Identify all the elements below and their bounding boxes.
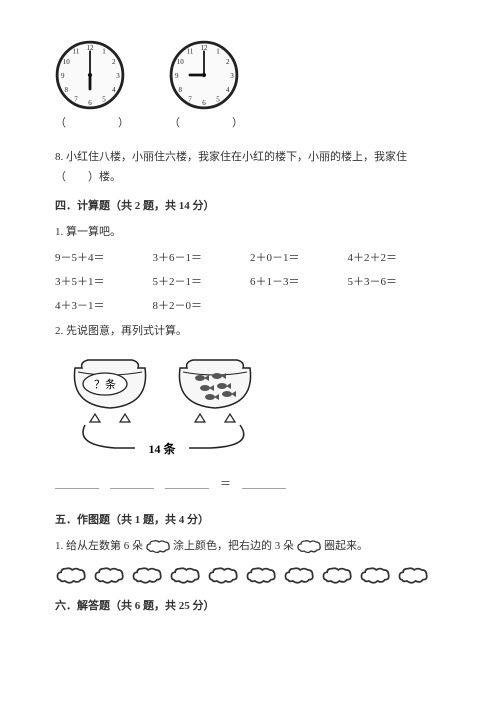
equation: 9－5＋4＝ (55, 249, 153, 269)
svg-text:14 条: 14 条 (148, 441, 176, 456)
equation: 2＋0－1＝ (250, 249, 348, 269)
equation: 6＋1－3＝ (250, 273, 348, 293)
equation: 3＋6－1＝ (153, 249, 251, 269)
cloud (321, 565, 353, 587)
q5-part-c: 圈起来。 (324, 537, 368, 557)
equation: 4＋3－1＝ (55, 297, 153, 317)
svg-text:9: 9 (175, 72, 179, 80)
q5-1: 1. 给从左数第 6 朵 涂上颜色，把右边的 3 朵 圈起来。 (55, 537, 445, 557)
svg-text:7: 7 (74, 96, 78, 104)
cloud (359, 565, 391, 587)
svg-text:6: 6 (202, 99, 206, 107)
clock-2-wrap: 1212 345 678 91011 （ ） (169, 40, 253, 134)
svg-text:6: 6 (88, 99, 92, 107)
svg-text:5: 5 (102, 96, 106, 104)
clock-1-wrap: 1212 345 678 91011 （ ） (55, 40, 139, 134)
equations: 9－5＋4＝3＋6－1＝2＋0－1＝4＋2＋2＝ 3＋5＋1＝5＋2－1＝6＋1－… (55, 249, 445, 316)
cloud-inline-2 (296, 539, 322, 555)
equation: 4＋2＋2＝ (348, 249, 446, 269)
svg-text:1: 1 (216, 47, 220, 55)
svg-text:9: 9 (61, 72, 65, 80)
svg-text:11: 11 (187, 47, 194, 55)
svg-text:3: 3 (116, 72, 120, 80)
svg-text:？条: ？条 (94, 377, 116, 391)
cloud (169, 565, 201, 587)
equation: 8＋2－0＝ (153, 297, 251, 317)
clocks-row: 1212 345 678 91011 （ ） 1212 345 678 9101… (55, 40, 445, 134)
cloud (55, 565, 87, 587)
svg-text:2: 2 (226, 58, 230, 66)
cloud (397, 565, 429, 587)
equation: 3＋5＋1＝ (55, 273, 153, 293)
cloud (283, 565, 315, 587)
svg-text:11: 11 (73, 47, 80, 55)
clock-1: 1212 345 678 91011 (55, 40, 125, 110)
svg-text:4: 4 (112, 86, 116, 94)
equation-blank: ＿＿＿＿ ＿＿＿＿ ＿＿＿＿ ＝ ＿＿＿＿ (55, 475, 445, 495)
eq-row: 9－5＋4＝3＋6－1＝2＋0－1＝4＋2＋2＝ (55, 249, 445, 269)
svg-text:7: 7 (188, 96, 192, 104)
clock-2-caption: （ ） (169, 114, 253, 134)
cloud (131, 565, 163, 587)
svg-text:10: 10 (177, 58, 185, 66)
svg-text:5: 5 (216, 96, 220, 104)
clouds-row (55, 565, 445, 587)
clock-2: 1212 345 678 91011 (169, 40, 239, 110)
svg-text:4: 4 (226, 86, 230, 94)
svg-text:8: 8 (178, 86, 182, 94)
equation: 5＋2－1＝ (153, 273, 251, 293)
cloud (207, 565, 239, 587)
section-5-head: 五．作图题（共 1 题，共 4 分） (55, 511, 445, 531)
q4-2: 2. 先说图意，再列式计算。 (55, 322, 445, 342)
q5-part-b: 涂上颜色，把右边的 3 朵 (173, 537, 294, 557)
equation (348, 297, 446, 317)
equation: 5＋3－6＝ (348, 273, 446, 293)
fishbowl-figure: ？条 14 条 (55, 350, 445, 465)
section-4-head: 四．计算题（共 2 题，共 14 分） (55, 197, 445, 217)
svg-text:1: 1 (102, 47, 106, 55)
cloud (245, 565, 277, 587)
svg-text:8: 8 (64, 86, 68, 94)
cloud-inline-1 (145, 539, 171, 555)
section-6-head: 六．解答题（共 6 题，共 25 分） (55, 597, 445, 617)
clock-1-caption: （ ） (55, 114, 139, 134)
svg-text:2: 2 (112, 58, 116, 66)
eq-row: 3＋5＋1＝5＋2－1＝6＋1－3＝5＋3－6＝ (55, 273, 445, 293)
q5-part-a: 1. 给从左数第 6 朵 (55, 537, 143, 557)
q4-1: 1. 算一算吧。 (55, 223, 445, 243)
equation (250, 297, 348, 317)
cloud (93, 565, 125, 587)
eq-row: 4＋3－1＝8＋2－0＝ (55, 297, 445, 317)
svg-text:10: 10 (63, 58, 70, 66)
question-8: 8. 小红住八楼，小丽住六楼，我家住在小红的楼下，小丽的楼上，我家住（ ）楼。 (55, 148, 445, 188)
svg-text:3: 3 (230, 72, 234, 80)
